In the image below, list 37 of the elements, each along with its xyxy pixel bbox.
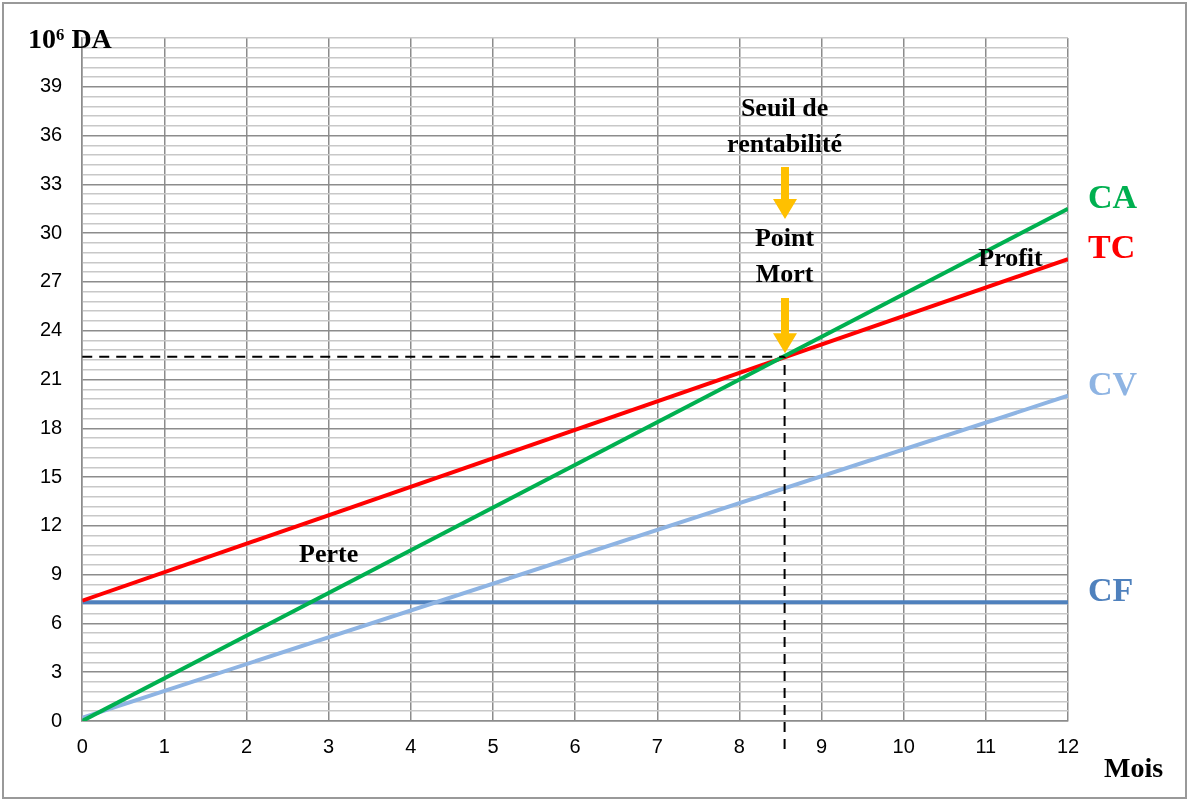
- x-tick-label: 7: [651, 734, 663, 757]
- x-tick-label: 2: [240, 734, 253, 757]
- annotation: Perte: [299, 538, 359, 568]
- series-label: CV: [1088, 364, 1138, 402]
- x-tick-label: 8: [733, 734, 745, 757]
- y-tick-label: 39: [40, 74, 63, 97]
- y-tick-label: 12: [40, 513, 63, 536]
- x-tick-label: 4: [405, 734, 417, 757]
- y-tick-label: 3: [51, 659, 63, 682]
- y-tick-label: 21: [40, 367, 63, 390]
- x-tick-label: 1: [158, 734, 170, 757]
- x-tick-label: 11: [975, 734, 997, 757]
- y-tick-label: 9: [51, 562, 63, 585]
- y-tick-label: 27: [40, 269, 63, 292]
- series-label: CF: [1088, 571, 1134, 609]
- y-tick-label: 15: [40, 464, 63, 487]
- annotation: Point Mort: [754, 223, 815, 289]
- y-tick-label: 0: [51, 708, 63, 731]
- x-tick-label: 10: [892, 734, 915, 757]
- y-tick-label: 24: [40, 318, 63, 341]
- y-tick-label: 30: [40, 220, 63, 243]
- series-label: TC: [1088, 227, 1136, 265]
- annotation: Seuil de rentabilité: [727, 93, 843, 159]
- y-tick-label: 36: [40, 123, 63, 146]
- y-tick-label: 6: [51, 610, 63, 633]
- x-tick-label: 9: [816, 734, 828, 757]
- x-tick-label: 6: [569, 734, 581, 757]
- x-tick-label: 3: [323, 734, 335, 757]
- y-tick-label: 18: [40, 415, 63, 438]
- y-axis-title: 10⁶ DA: [28, 23, 113, 54]
- series-label: CA: [1088, 177, 1138, 215]
- x-tick-label: 12: [1056, 734, 1080, 757]
- x-axis-title: Mois: [1104, 752, 1164, 783]
- x-tick-label: 0: [76, 734, 88, 757]
- y-tick-label: 33: [40, 171, 63, 194]
- annotation: Profit: [978, 242, 1044, 272]
- x-tick-label: 5: [487, 734, 499, 757]
